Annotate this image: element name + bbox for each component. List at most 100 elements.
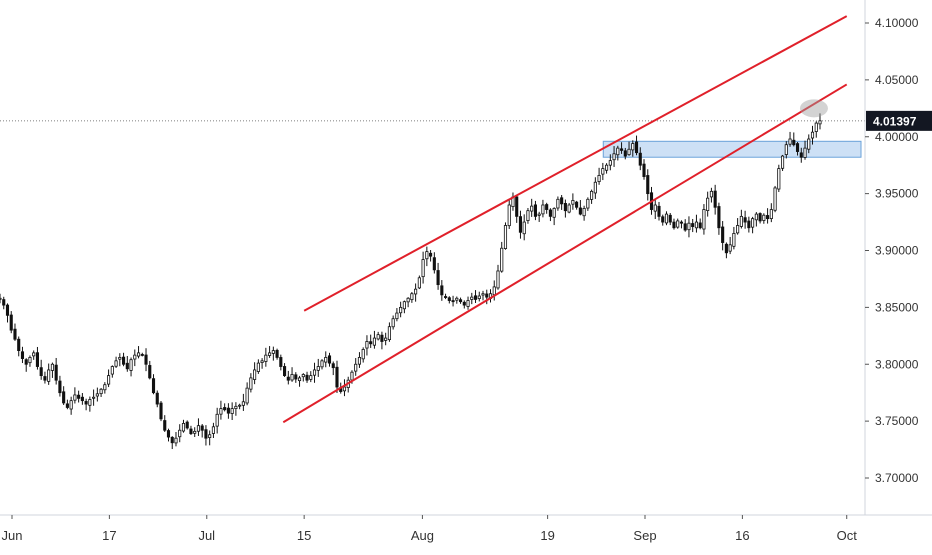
candle-body — [496, 270, 500, 289]
candle-body — [200, 425, 204, 431]
x-tick-label: 16 — [735, 528, 749, 543]
candle-body — [350, 371, 354, 381]
y-tick-label: 3.75000 — [875, 414, 919, 428]
upper-channel-line — [303, 15, 848, 312]
candle-body — [402, 301, 406, 310]
candle-body — [664, 213, 669, 224]
candle-body — [605, 164, 609, 171]
candle-body — [17, 338, 21, 352]
y-tick-label: 4.05000 — [875, 73, 919, 87]
candle-body — [234, 405, 238, 410]
candle-body — [193, 430, 197, 434]
candle-body — [125, 362, 129, 370]
y-tick-label: 3.90000 — [875, 244, 919, 258]
candle-body — [24, 359, 28, 365]
candle-body — [69, 400, 73, 410]
candle-body — [95, 393, 99, 397]
candle-body — [780, 155, 785, 169]
candle-body — [268, 352, 272, 356]
x-tick-label: Jun — [2, 528, 23, 543]
candle-body — [807, 138, 811, 150]
candle-body — [327, 355, 332, 364]
candle-body — [20, 351, 25, 359]
candle-body — [492, 286, 496, 296]
y-tick-label: 4.10000 — [875, 16, 919, 30]
candle-body — [148, 365, 152, 379]
candle-body — [616, 147, 620, 156]
lower-channel-line — [282, 83, 848, 424]
y-axis: 3.70000 3.75000 3.80000 3.85000 3.90000 3.950… — [864, 0, 932, 515]
resistance-zone — [602, 140, 862, 158]
breakout-highlight — [799, 99, 828, 118]
candle-body — [77, 394, 81, 399]
candle-body — [399, 306, 403, 314]
candle-body — [758, 213, 762, 222]
candle-body — [455, 297, 459, 301]
candle-body — [788, 138, 792, 145]
candle-body — [58, 380, 62, 394]
candle-body — [380, 334, 384, 342]
candle-body — [140, 354, 144, 356]
candle-body — [178, 429, 182, 438]
candle-body — [530, 205, 534, 212]
candle-body — [290, 374, 294, 381]
candle-body — [440, 285, 444, 296]
candle-body — [627, 148, 631, 156]
candle-body — [548, 209, 552, 217]
x-tick-label: 17 — [102, 528, 116, 543]
candle-body — [159, 402, 163, 420]
candle-body — [608, 160, 612, 166]
candle-body — [623, 150, 627, 157]
candle-body — [133, 354, 137, 360]
candle-body — [657, 205, 661, 217]
candle-body — [447, 297, 451, 301]
candle-body — [458, 299, 463, 303]
candle-body — [545, 204, 549, 210]
candle-body — [43, 376, 47, 381]
candle-body — [163, 420, 167, 431]
candle-body — [597, 175, 601, 182]
candle-body — [297, 377, 302, 382]
candle-body — [653, 204, 657, 212]
candle-body — [762, 214, 766, 221]
candle-body — [92, 396, 96, 399]
candle-body — [810, 131, 815, 139]
candle-body — [754, 213, 758, 221]
candle-body — [676, 220, 680, 228]
candle-body — [747, 220, 751, 229]
candle-body — [769, 209, 773, 219]
candle-body — [294, 374, 298, 380]
candle-body — [211, 426, 215, 434]
candle-body — [552, 208, 556, 218]
candle-body — [136, 352, 141, 357]
candle-body — [691, 223, 695, 228]
candle-body — [500, 247, 504, 272]
candle-body — [421, 259, 425, 278]
candle-body — [103, 384, 107, 391]
candle-body — [174, 437, 178, 444]
candle-body — [432, 257, 436, 271]
candle-body — [35, 352, 40, 367]
candle-body — [533, 204, 537, 217]
candle-body — [54, 364, 58, 381]
candle-body — [567, 204, 571, 213]
candle-body — [144, 354, 148, 365]
candle-body — [541, 204, 545, 215]
candle-body — [702, 209, 706, 230]
candle-body — [260, 360, 264, 363]
y-tick-label: 3.85000 — [875, 300, 919, 314]
candle-body — [28, 357, 32, 364]
candle-body — [563, 203, 567, 212]
candle-body — [683, 223, 687, 231]
candle-body — [773, 187, 777, 211]
candle-body — [679, 221, 684, 224]
candle-body — [642, 163, 646, 177]
candle-body — [556, 198, 560, 209]
candle-body — [279, 357, 283, 367]
candle-body — [215, 413, 219, 427]
candle-body — [672, 221, 676, 229]
candle-body — [698, 222, 702, 229]
candle-body — [694, 221, 698, 229]
candle-body — [687, 222, 691, 231]
candle-body — [724, 243, 728, 254]
